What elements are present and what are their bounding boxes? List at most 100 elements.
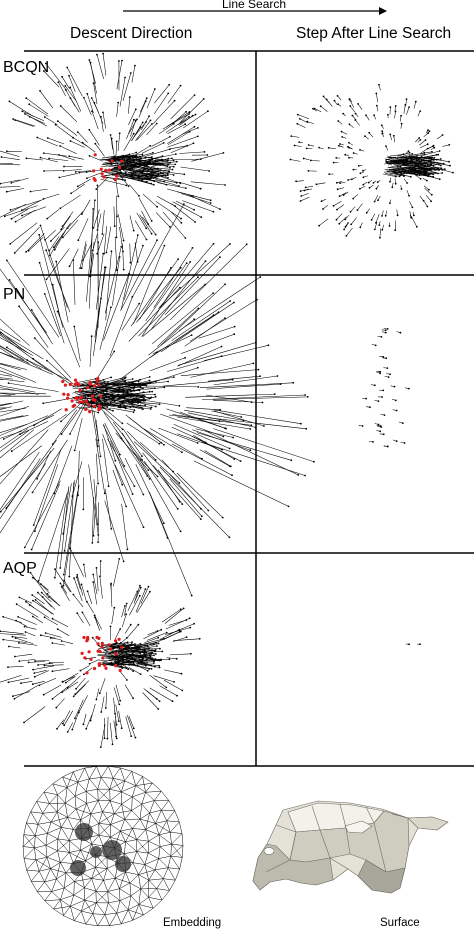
aqp-descent-arrow-head (110, 582, 112, 585)
bcqn-descent-arrow-head (105, 251, 108, 254)
bcqn-step-arrow (411, 216, 418, 228)
bcqn-descent-arrow-head (134, 119, 137, 122)
aqp-descent-arrow (83, 713, 87, 725)
pn-descent-arrow-head (107, 485, 110, 488)
bcqn-descent-arrow (68, 75, 76, 93)
pn-descent-arrow (112, 256, 120, 306)
aqp-descent-arrow (83, 667, 93, 675)
pn-descent-arrow (97, 502, 100, 543)
aqp-descent-arrow-head (40, 591, 43, 594)
bcqn-descent-core (121, 164, 146, 170)
pn-descent-arrow (6, 260, 60, 338)
bcqn-descent-core-head (134, 155, 137, 158)
bcqn-step-arrow-head (299, 190, 302, 193)
pn-descent-arrow (173, 424, 230, 449)
aqp-descent-arrow (149, 687, 173, 702)
pn-descent-arrow-head (60, 420, 62, 423)
pn-descent-red-marker (68, 382, 72, 387)
bcqn-descent-arrow-head (168, 83, 171, 86)
bcqn-descent-arrow (83, 97, 92, 116)
pn-descent-arrow (139, 267, 172, 320)
bcqn-step-arrow-head (381, 215, 383, 217)
pn-descent-arrow-head (220, 345, 223, 348)
pn-descent-core-head (101, 382, 104, 385)
bcqn-descent-arrow-head (39, 90, 41, 92)
aqp-descent-arrow (14, 684, 39, 700)
bcqn-descent-core-head (128, 168, 131, 171)
aqp-descent-arrow-head (139, 586, 142, 589)
bcqn-descent-arrow (183, 110, 209, 129)
pn-descent-arrow-head (90, 335, 93, 338)
aqp-descent-arrow-head (113, 606, 116, 609)
bcqn-step-arrow-head (352, 197, 355, 200)
bcqn-descent-arrow (96, 54, 104, 80)
bcqn-step-core-head (439, 158, 442, 160)
bcqn-step-arrow-head (347, 145, 349, 148)
pn-descent-arrow (104, 422, 121, 455)
aqp-descent-arrow-head (95, 567, 98, 569)
pn-descent-arrow-head (193, 318, 196, 321)
bcqn-descent-core (137, 172, 158, 177)
bcqn-descent-arrow-head (145, 227, 148, 230)
bcqn-descent-arrow-head (70, 192, 72, 195)
aqp-descent-arrow (40, 584, 50, 594)
bcqn-step-arrow-head (345, 235, 348, 237)
pn-descent-arrow-head (300, 422, 302, 425)
pn-descent-arrow-head (189, 261, 192, 263)
bcqn-descent-core-head (135, 174, 138, 177)
bcqn-descent-arrow (77, 131, 88, 143)
pn-descent-arrow (195, 428, 234, 438)
bcqn-step-arrow (308, 144, 315, 147)
bcqn-descent-core (134, 160, 156, 166)
bcqn-descent-arrow-head (179, 84, 182, 87)
bcqn-descent-arrow-head (175, 160, 178, 163)
pn-descent-arrow-head (158, 403, 161, 406)
pn-descent-core (118, 386, 135, 390)
bcqn-descent-arrow (86, 172, 102, 179)
bcqn-step-arrow (417, 110, 421, 117)
bcqn-descent-core (102, 156, 115, 159)
bcqn-step-arrow (357, 103, 363, 110)
bcqn-descent-core (125, 174, 137, 179)
pn-step-arrow-head (369, 406, 371, 409)
bcqn-step-core (397, 152, 410, 157)
row-label-aqp: AQP (3, 560, 37, 577)
pn-descent-arrow (145, 262, 187, 322)
bcqn-step-arrow (371, 213, 376, 221)
bcqn-step-arrow-head (313, 107, 316, 110)
pn-descent-core (128, 384, 138, 386)
bcqn-descent-arrow-head (64, 85, 67, 87)
pn-descent-arrow (0, 333, 29, 354)
bcqn-step-arrow-head (419, 177, 422, 180)
pn-descent-core-head (137, 398, 140, 401)
aqp-descent-arrow (114, 710, 117, 725)
bcqn-descent-arrow-head (14, 220, 17, 223)
pn-step-arrow-head (399, 331, 402, 334)
pn-descent-core-head (143, 383, 146, 386)
pn-descent-arrow (145, 385, 199, 388)
bcqn-descent-arrow-head (115, 236, 118, 239)
aqp-descent-arrow (62, 673, 79, 683)
pn-descent-red-marker (86, 386, 90, 390)
pn-descent-core-head (154, 395, 157, 398)
pn-descent-arrow (126, 422, 160, 444)
bcqn-descent-arrow-head (45, 278, 48, 281)
pn-descent-core (128, 381, 156, 387)
bcqn-step-arrow (403, 104, 406, 114)
pn-descent-arrow-head (94, 199, 96, 202)
bcqn-descent-red-marker (113, 178, 117, 182)
bcqn-step-arrow-head (302, 157, 305, 160)
pn-descent-arrow-head (179, 530, 182, 533)
bcqn-descent-core-head (172, 174, 175, 176)
pn-descent-arrow-head (239, 460, 242, 462)
bcqn-step-arrow (350, 217, 357, 225)
bcqn-step-arrow (297, 123, 306, 128)
bcqn-step-arrow-head (337, 120, 340, 122)
pn-descent-core (112, 381, 139, 385)
bcqn-descent-core-head (116, 172, 119, 175)
bcqn-step-arrow (375, 214, 380, 223)
pn-descent-arrow (115, 432, 149, 471)
bcqn-descent-core (146, 172, 169, 179)
bcqn-descent-arrow-head (61, 225, 64, 228)
pn-descent-core-head (137, 380, 140, 383)
